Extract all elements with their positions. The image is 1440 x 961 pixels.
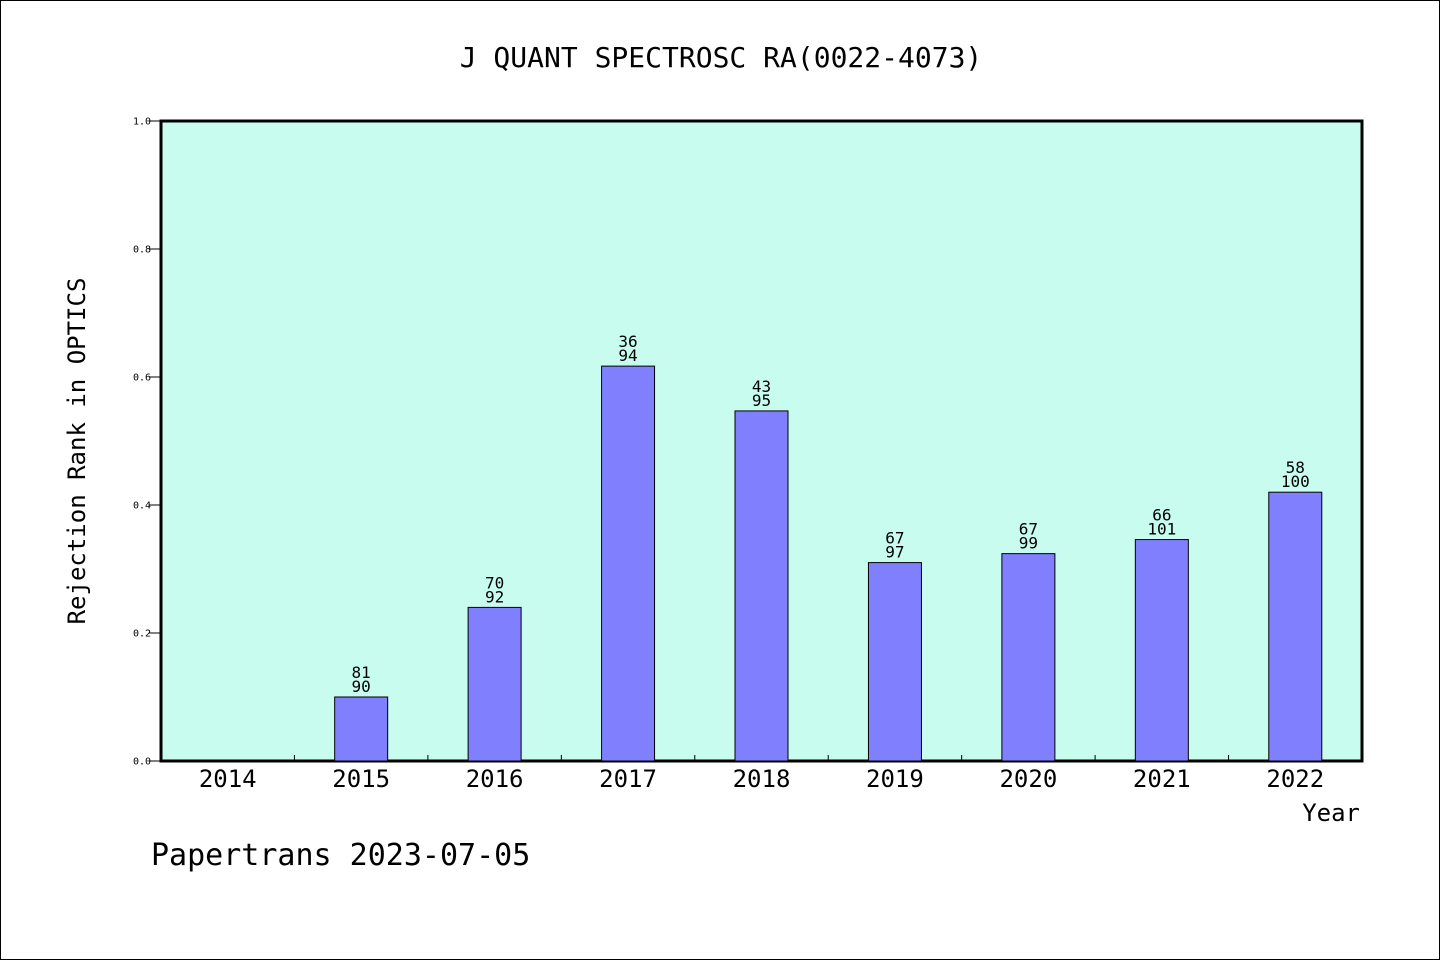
y-axis: 0.0 0.2 0.4 0.6 0.8 1.0 bbox=[133, 117, 161, 768]
bar-label-top: 67 bbox=[1019, 520, 1038, 539]
x-tick-label: 2020 bbox=[999, 765, 1057, 793]
bar-label-bottom: 99 bbox=[1019, 534, 1038, 553]
x-tick-label: 2014 bbox=[199, 765, 257, 793]
bar-label-bottom: 101 bbox=[1147, 520, 1176, 539]
bar-label-bottom: 90 bbox=[352, 677, 371, 696]
bar-label-top: 67 bbox=[885, 529, 904, 548]
bar bbox=[1134, 539, 1189, 762]
bar bbox=[1268, 491, 1323, 762]
chart-title: J QUANT SPECTROSC RA(0022-4073) bbox=[460, 41, 983, 74]
x-tick-label: 2017 bbox=[599, 765, 657, 793]
x-tick-label: 2022 bbox=[1266, 765, 1324, 793]
y-axis-label: Rejection Rank in OPTICS bbox=[63, 278, 91, 625]
bar-label-top: 70 bbox=[485, 573, 504, 592]
y-tick-label: 0.8 bbox=[133, 245, 151, 256]
bar bbox=[601, 365, 656, 762]
bar-label-top: 58 bbox=[1286, 458, 1305, 477]
x-axis: 2014 2015 2016 2017 2018 2019 2020 2021 2022 bbox=[199, 755, 1324, 793]
bar bbox=[734, 410, 789, 762]
bar bbox=[1001, 553, 1056, 762]
bar-label-top: 36 bbox=[618, 332, 637, 351]
y-tick-label: 1.0 bbox=[133, 117, 151, 128]
y-tick-label: 0.2 bbox=[133, 629, 151, 640]
bar-label-bottom: 97 bbox=[885, 543, 904, 562]
bar-label-bottom: 92 bbox=[485, 587, 504, 606]
x-tick-label: 2019 bbox=[866, 765, 924, 793]
x-axis-label: Year bbox=[1302, 799, 1360, 827]
bar bbox=[467, 606, 522, 762]
bar-label-bottom: 94 bbox=[618, 346, 637, 365]
bar-label-top: 43 bbox=[752, 377, 771, 396]
x-tick-label: 2016 bbox=[466, 765, 524, 793]
y-tick-label: 0.6 bbox=[133, 373, 151, 384]
x-tick-label: 2015 bbox=[332, 765, 390, 793]
y-tick-label: 0.0 bbox=[133, 757, 151, 768]
y-tick-label: 0.4 bbox=[133, 501, 151, 512]
bar bbox=[334, 696, 389, 762]
bar-label-top: 81 bbox=[352, 663, 371, 682]
footer-credit: Papertrans 2023-07-05 bbox=[151, 838, 530, 873]
bar-label-bottom: 100 bbox=[1281, 472, 1310, 491]
bar-label-top: 66 bbox=[1152, 506, 1171, 525]
bar-label-bottom: 95 bbox=[752, 391, 771, 410]
x-tick-label: 2018 bbox=[733, 765, 791, 793]
bar-series bbox=[334, 365, 1323, 762]
bar bbox=[867, 562, 922, 762]
x-tick-label: 2021 bbox=[1133, 765, 1191, 793]
